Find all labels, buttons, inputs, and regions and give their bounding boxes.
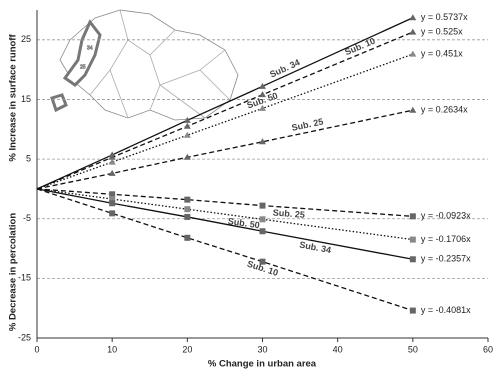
x-tick-label: 0 [34, 344, 39, 354]
marker [183, 153, 191, 160]
equation-label: y = -0.2357x [421, 254, 471, 264]
marker [183, 131, 191, 138]
marker [109, 200, 116, 207]
marker [108, 158, 116, 165]
x-tick-label: 40 [333, 344, 343, 354]
marker [259, 202, 266, 209]
marker [109, 196, 116, 203]
equation-label: y = 0.5737x [421, 12, 468, 22]
marker [259, 258, 266, 265]
marker [184, 206, 191, 213]
series-line [36, 53, 414, 190]
y-axis-title: % Decrease in percolation [8, 213, 19, 331]
series-line [36, 188, 414, 312]
inset-label: 34 [87, 45, 93, 51]
marker [259, 91, 266, 98]
marker [109, 210, 116, 217]
equation-label: y = -0.0923x [421, 211, 471, 221]
x-tick-label: 10 [107, 344, 117, 354]
y-tick-label: -15 [18, 273, 31, 283]
marker [259, 138, 266, 145]
marker [183, 122, 191, 129]
marker [184, 196, 191, 203]
equation-label: y = 0.451x [421, 49, 463, 59]
inset-label: 25 [80, 64, 86, 70]
marker [409, 14, 417, 21]
marker [409, 106, 417, 113]
series-line [36, 188, 413, 260]
marker [409, 307, 416, 314]
marker [409, 50, 417, 57]
equation-label: y = 0.2634x [421, 105, 468, 115]
series-name-label: Sub. 25 [273, 208, 306, 220]
x-tick-label: 50 [408, 344, 418, 354]
y-tick-label: 25 [21, 34, 31, 44]
x-tick-label: 60 [483, 344, 493, 354]
inset-map: 34 25 [50, 9, 239, 121]
marker [409, 236, 416, 243]
equation-label: y = -0.4081x [421, 305, 471, 315]
marker [184, 213, 191, 220]
series-name-label: Sub. 34 [299, 240, 332, 256]
y-tick-label: 5 [26, 153, 31, 163]
y-tick-label: 15 [21, 94, 31, 104]
x-axis-title: % Change in urban area [208, 359, 317, 370]
series-line [36, 109, 413, 190]
marker [109, 191, 116, 198]
marker [409, 213, 416, 220]
series-line [36, 188, 413, 241]
marker [259, 216, 266, 223]
x-tick-label: 20 [182, 344, 192, 354]
series-name-label: Sub. 10 [343, 36, 376, 58]
marker [409, 28, 417, 35]
equation-label: y = -0.1706x [421, 234, 471, 244]
marker [259, 82, 266, 89]
series-line [36, 188, 413, 217]
x-tick-label: 30 [257, 344, 267, 354]
y-tick-label: -25 [18, 332, 31, 342]
marker [259, 104, 266, 111]
y-axis-title: % Increase in surface runoff [8, 34, 19, 162]
marker [183, 116, 191, 123]
marker [184, 234, 191, 241]
equation-label: y = 0.525x [421, 26, 463, 36]
marker [259, 228, 266, 235]
marker [108, 153, 116, 160]
y-tick-label: -5 [23, 213, 31, 223]
marker [108, 169, 116, 176]
marker [409, 256, 416, 263]
